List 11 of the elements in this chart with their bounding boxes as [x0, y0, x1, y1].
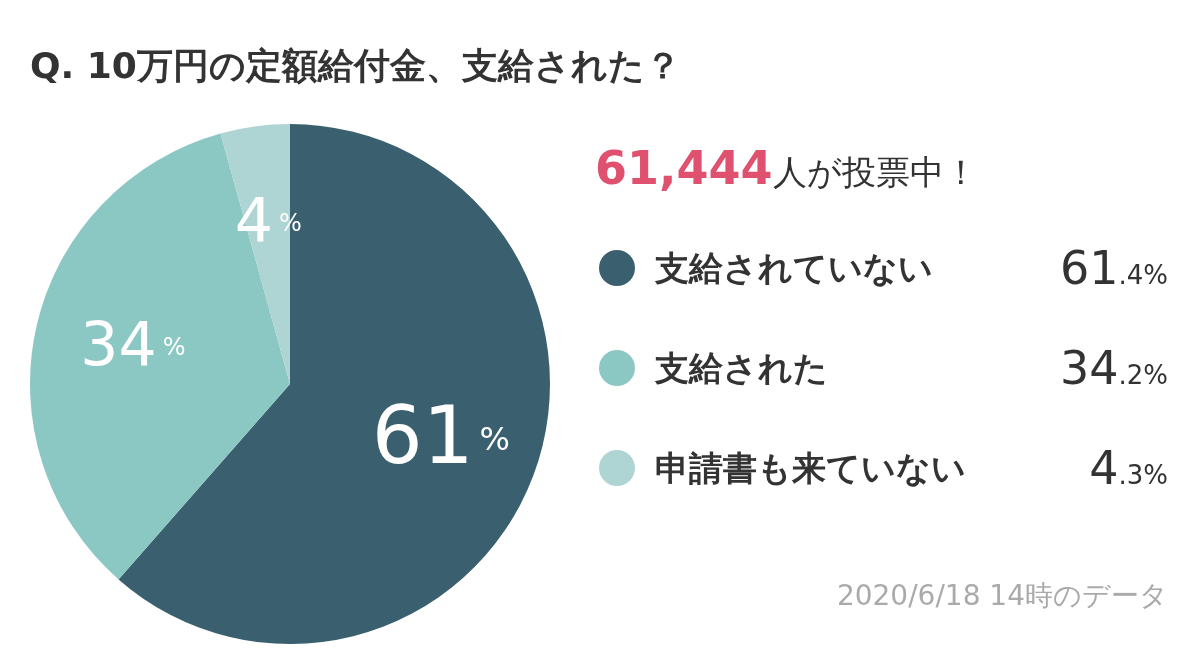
text: 61.4%: [1059, 241, 1168, 295]
legend-label: 支給された: [654, 348, 828, 388]
legend-label: 支給されていない: [654, 248, 933, 288]
chart-title: Q. 10万円の定額給付金、支給された？: [30, 45, 681, 86]
text: 4.3%: [1089, 441, 1168, 495]
text: 2020/6/18 14時のデータ: [836, 579, 1168, 612]
legend-label: 申請書も来ていない: [655, 448, 966, 488]
data-label: 61%: [371, 388, 510, 482]
data-label: 34%: [80, 308, 186, 379]
text: 34.2%: [1059, 341, 1168, 395]
chart-subtitle: 61,444人が投票中！: [595, 141, 978, 195]
